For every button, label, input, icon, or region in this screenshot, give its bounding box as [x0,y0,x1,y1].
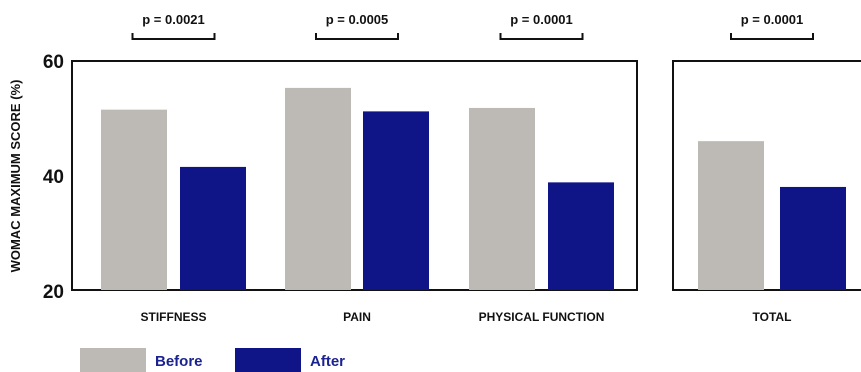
y-axis: WOMAC MAXIMUM SCORE (%) 60 40 20 [8,52,64,303]
bar-before-physical-function [469,107,535,290]
bar-before-total [698,141,764,290]
bar-before-stiffness [101,109,167,290]
bars-layer [101,87,846,290]
pvalue-bracket-physical-function [499,33,584,40]
bar-before-pain [285,87,351,290]
legend-after-label: After [310,353,345,370]
legend-after-swatch [235,348,301,372]
legend: Before After [80,348,345,372]
pvalue-label-stiffness: p = 0.0021 [142,12,205,27]
bar-after-physical-function [548,182,614,290]
panel-main-frame [71,60,638,291]
panel-total-frame [672,60,861,291]
pvalue-bracket-stiffness [131,33,216,40]
y-axis-label: WOMAC MAXIMUM SCORE (%) [8,80,23,273]
pvalue-label-pain: p = 0.0005 [326,12,389,27]
y-tick-label-20: 20 [43,282,64,303]
bar-after-stiffness [180,166,246,290]
category-labels: STIFFNESS PAIN PHYSICAL FUNCTION TOTAL [140,310,791,324]
panel-total [672,60,861,291]
category-label-physical-function: PHYSICAL FUNCTION [479,310,605,324]
y-tick-label-40: 40 [43,167,64,188]
pvalue-bracket-total [730,33,814,40]
legend-before-label: Before [155,353,203,370]
bar-after-pain [363,111,429,290]
pvalue-label-physical-function: p = 0.0001 [510,12,573,27]
panel-main [71,60,638,291]
pvalue-bracket-pain [315,33,399,40]
legend-before-swatch [80,348,146,372]
category-label-stiffness: STIFFNESS [140,310,206,324]
bar-after-total [780,186,846,290]
category-label-pain: PAIN [343,310,371,324]
pvalue-layer: p = 0.0021 p = 0.0005 p = 0.0001 p = 0.0001 [131,12,814,40]
category-label-total: TOTAL [753,310,792,324]
y-tick-label-60: 60 [43,52,64,73]
pvalue-label-total: p = 0.0001 [741,12,804,27]
